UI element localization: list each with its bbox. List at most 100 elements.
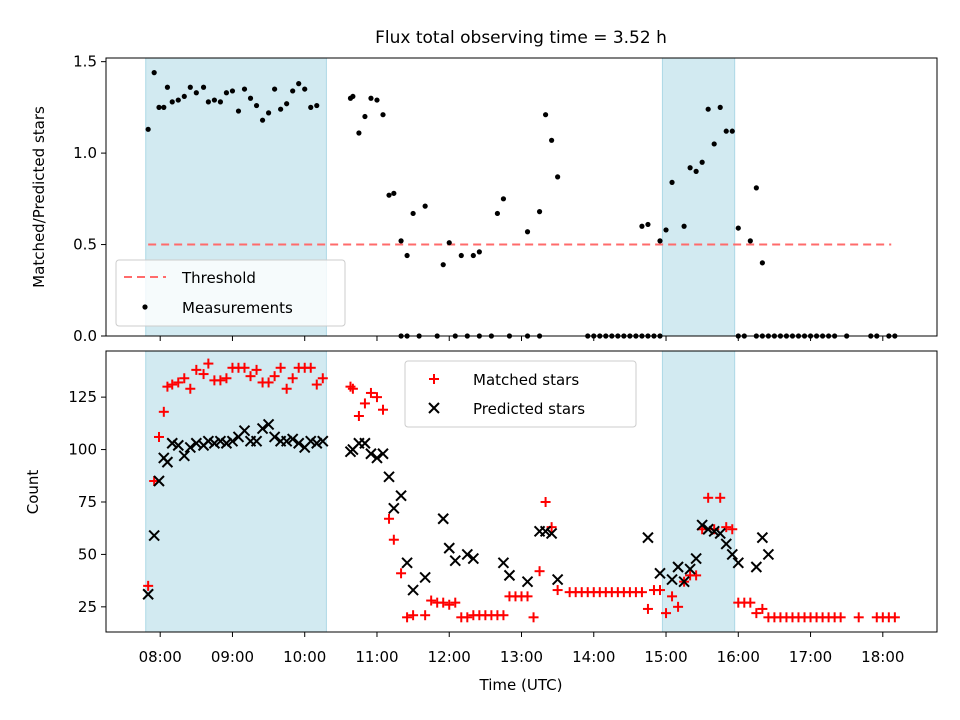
measurement-point	[350, 93, 356, 100]
measurement-point	[747, 238, 753, 244]
bottom-highlight-spans	[145, 350, 736, 633]
measurement-point	[175, 97, 181, 103]
matched-point	[727, 524, 738, 535]
y-tick-label: 1.5	[73, 53, 97, 71]
predicted-point	[672, 561, 684, 573]
matched-point	[384, 513, 395, 524]
predicted-point	[161, 456, 174, 468]
predicted-point	[756, 531, 769, 544]
predicted-point	[551, 573, 564, 586]
matched-point	[388, 534, 399, 545]
matched-point	[642, 603, 653, 614]
x-tick-label: 08:00	[139, 648, 182, 666]
measurement-point	[151, 70, 157, 76]
predicted-point	[202, 435, 215, 447]
y-tick-label: 75	[78, 493, 97, 511]
matched-point	[198, 369, 209, 380]
chart-title: Flux total observing time = 3.52 h	[375, 28, 667, 48]
measurement-point	[398, 238, 404, 244]
measurement-point	[187, 84, 193, 90]
predicted-point	[684, 563, 696, 575]
x-tick-label: 17:00	[789, 648, 832, 666]
measurement-point	[211, 97, 217, 103]
predicted-point	[443, 542, 455, 554]
matched-point	[221, 373, 232, 384]
matched-point	[251, 364, 262, 375]
measurement-point	[272, 86, 278, 92]
matched-point	[179, 373, 190, 384]
measurement-point	[362, 113, 368, 120]
predicted-point	[407, 584, 419, 596]
matched-point	[408, 610, 419, 621]
predicted-point	[732, 557, 744, 569]
y-tick-label: 0.5	[73, 236, 97, 254]
predicted-point	[678, 575, 690, 588]
legend-measurement-label: Measurements	[182, 299, 293, 317]
matched-point	[317, 373, 328, 384]
matched-point	[215, 375, 226, 386]
matched-point	[667, 591, 678, 602]
matched-point	[402, 612, 413, 623]
bottom-panel: 25 50 75 100 125 08:00 09:00 10:00 11:00 12:00 13…	[24, 350, 938, 694]
matched-point	[378, 404, 388, 415]
measurement-point	[753, 185, 759, 191]
matched-point	[203, 358, 214, 369]
measurement-point	[657, 238, 663, 244]
predicted-point	[696, 519, 708, 531]
measurement-point	[284, 101, 290, 107]
measurement-point	[308, 104, 314, 110]
matched-point	[438, 597, 449, 608]
legend-matched-marker	[429, 374, 439, 384]
matched-points	[143, 358, 900, 623]
predicted-point	[214, 435, 227, 447]
matched-point	[359, 398, 370, 409]
matched-point	[162, 381, 173, 392]
measurement-point	[404, 252, 410, 259]
x-tick-label: 18:00	[861, 648, 904, 666]
measurement-point	[229, 88, 236, 94]
predicted-point	[305, 435, 317, 447]
predicted-point	[461, 548, 474, 561]
measurement-point	[278, 106, 284, 112]
matched-point	[191, 364, 202, 375]
matched-point	[158, 406, 169, 417]
predicted-point	[449, 554, 461, 567]
x-tick-label: 12:00	[428, 648, 471, 666]
matched-point	[281, 383, 292, 394]
measurement-point	[524, 229, 531, 235]
matched-point	[420, 610, 431, 621]
x-axis-label: Time (UTC)	[479, 676, 563, 694]
measurement-point	[223, 90, 230, 96]
predicted-point	[497, 557, 510, 569]
predicted-point	[720, 538, 732, 550]
bottom-legend-box	[404, 360, 637, 428]
predicted-point	[666, 573, 678, 586]
matched-point	[751, 608, 762, 619]
predicted-point	[172, 439, 184, 452]
bottom-y-ticks: 25 50 75 100 125	[68, 388, 106, 616]
matched-point	[450, 597, 461, 608]
predicted-point	[190, 437, 203, 449]
measurement-point	[645, 221, 651, 228]
matched-point	[275, 362, 286, 373]
predicted-point	[365, 448, 377, 460]
matched-point	[540, 496, 551, 507]
predicted-point	[256, 422, 269, 435]
measurement-point	[200, 84, 207, 90]
predicted-point	[654, 567, 666, 579]
measurement-point	[542, 112, 549, 118]
measurement-point	[164, 84, 171, 90]
measurement-point	[440, 262, 446, 268]
measurement-point	[161, 104, 167, 110]
measurement-point	[711, 141, 717, 147]
matched-point	[691, 570, 702, 581]
matched-point	[305, 362, 316, 373]
bottom-x-ticks: 08:00 09:00 10:00 11:00 12:00 13:00 14:00 15:00…	[139, 632, 904, 666]
x-tick-label: 14:00	[572, 648, 615, 666]
legend-predicted-marker	[428, 402, 440, 414]
measurement-point	[723, 128, 729, 134]
measurement-point	[699, 159, 705, 165]
matched-point	[636, 587, 647, 598]
predicted-point	[286, 433, 299, 445]
measurement-point	[663, 227, 669, 233]
